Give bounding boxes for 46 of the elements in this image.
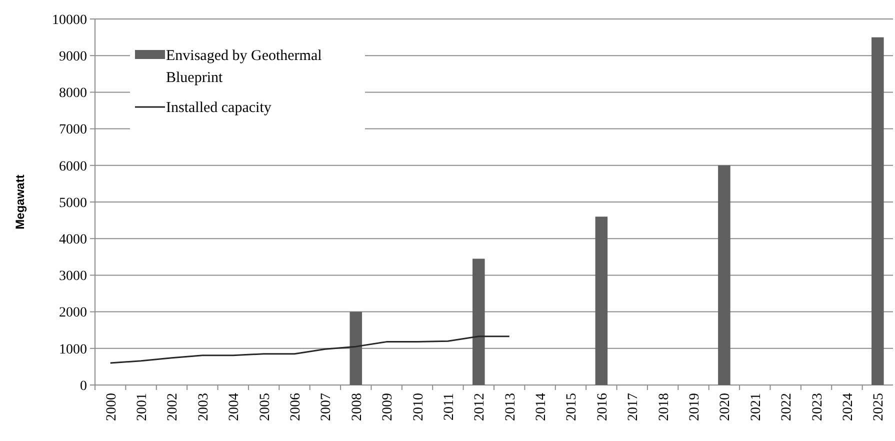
x-tick-label: 2023 (810, 393, 826, 421)
y-tick-label: 6000 (59, 159, 87, 174)
line-series (110, 336, 510, 364)
x-tick-label: 2006 (288, 393, 304, 421)
y-axis-title: Megawatt (13, 174, 27, 230)
x-tick-label: 2001 (135, 393, 150, 421)
bar (595, 216, 608, 385)
bar (472, 258, 485, 385)
bar (872, 37, 884, 385)
x-tick-label: 2024 (840, 393, 856, 421)
x-tick-label: 2008 (350, 393, 365, 421)
x-tick-label: 2014 (534, 393, 550, 421)
x-tick-label: 2004 (227, 393, 242, 421)
x-tick-label: 2017 (626, 393, 642, 421)
x-tick-label: 2007 (319, 393, 334, 421)
y-tick-label: 10000 (52, 12, 87, 28)
x-tick-label: 2010 (411, 393, 426, 421)
x-tick-label: 2016 (595, 393, 610, 421)
y-tick-label: 2000 (59, 306, 87, 321)
x-tick-label: 2011 (442, 393, 457, 420)
y-tick-label: 8000 (59, 86, 87, 102)
y-tick-label: 1000 (59, 342, 87, 358)
x-tick-label: 2013 (503, 393, 518, 421)
x-tick-label: 2018 (656, 393, 672, 421)
y-tick-label: 7000 (59, 122, 87, 138)
y-tick-label: 3000 (59, 269, 87, 284)
x-tick-label: 2012 (472, 393, 488, 421)
y-tick-label: 0 (80, 378, 87, 394)
x-tick-label: 2022 (780, 393, 795, 421)
y-tick-label: 4000 (59, 232, 87, 248)
x-tick-label: 2000 (104, 393, 120, 421)
x-tick-label: 2005 (258, 393, 273, 421)
x-tick-label: 2025 (872, 393, 887, 421)
bar (718, 165, 730, 385)
y-tick-label: 5000 (59, 196, 87, 211)
x-tick-label: 2009 (380, 393, 396, 421)
x-tick-label: 2003 (196, 393, 212, 421)
bar (350, 312, 362, 385)
legend-label: Installed capacity (166, 100, 272, 116)
x-tick-label: 2019 (688, 393, 702, 421)
x-tick-label: 2020 (718, 393, 734, 421)
x-tick-label: 2002 (166, 393, 181, 421)
y-tick-label: 9000 (59, 50, 87, 64)
legend-label: Envisaged by Geothermal Blueprint (166, 48, 322, 86)
x-tick-label: 2021 (748, 393, 764, 421)
x-tick-label: 2015 (564, 393, 580, 421)
